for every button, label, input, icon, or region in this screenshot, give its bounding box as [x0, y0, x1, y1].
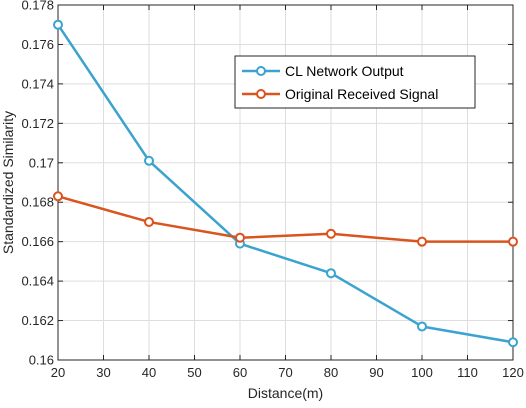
data-point	[144, 155, 154, 166]
axis-ticks	[57, 4, 514, 361]
x-tick-label: 20	[51, 365, 65, 380]
series-line	[56, 24, 514, 344]
legend-label: Original Received Signal	[285, 86, 438, 102]
y-tick-label: 0.17	[29, 155, 54, 170]
legend-swatch-marker	[256, 66, 266, 76]
x-tick-label: 30	[96, 365, 110, 380]
data-point	[326, 228, 336, 239]
x-tick-label: 70	[278, 365, 292, 380]
y-tick-label: 0.166	[21, 234, 54, 249]
y-axis-tick-labels: 0.16 0.162 0.164 0.166 0.168 0.17 0.172 0.174 0.…	[21, 0, 54, 368]
legend-entries: CL Network Output Original Received Signa…	[242, 63, 438, 102]
x-tick-label: 120	[502, 365, 524, 380]
data-point	[326, 268, 336, 279]
x-tick-label: 110	[457, 365, 478, 380]
series-line	[57, 195, 513, 243]
y-tick-label: 0.174	[21, 76, 54, 91]
y-tick-label: 0.178	[21, 0, 54, 13]
data-point	[417, 236, 427, 247]
data-point	[508, 337, 518, 348]
y-tick-label: 0.168	[21, 195, 54, 210]
y-tick-label: 0.162	[21, 313, 54, 328]
legend: CL Network Output Original Received Signa…	[234, 55, 476, 109]
legend-entry: Original Received Signal	[242, 86, 438, 102]
y-axis-label: Standardized Similarity	[0, 111, 16, 254]
x-tick-label: 80	[324, 365, 338, 380]
legend-box	[234, 55, 476, 109]
x-tick-label: 50	[187, 365, 201, 380]
x-axis-label: Distance(m)	[248, 385, 323, 401]
x-tick-label: 40	[142, 365, 156, 380]
data-point	[53, 19, 63, 30]
data-point	[235, 232, 245, 243]
series-2	[53, 191, 518, 247]
y-tick-label: 0.164	[21, 274, 54, 289]
data-point	[508, 236, 518, 247]
data-point	[144, 216, 154, 227]
y-tick-label: 0.16	[29, 353, 54, 368]
data-point	[53, 191, 63, 202]
series-1	[53, 19, 518, 348]
series-layer	[53, 19, 518, 348]
x-tick-label: 100	[411, 365, 433, 380]
x-tick-label: 60	[233, 365, 247, 380]
x-axis-tick-labels: 20 30 40 50 60 70 80 90 100 110 120	[51, 365, 524, 380]
y-tick-label: 0.172	[21, 116, 54, 131]
legend-entry: CL Network Output	[242, 63, 404, 79]
y-tick-label: 0.176	[21, 37, 54, 52]
legend-swatch-marker	[256, 89, 266, 99]
data-point	[417, 321, 427, 332]
legend-label: CL Network Output	[285, 63, 404, 79]
x-tick-label: 90	[369, 365, 383, 380]
